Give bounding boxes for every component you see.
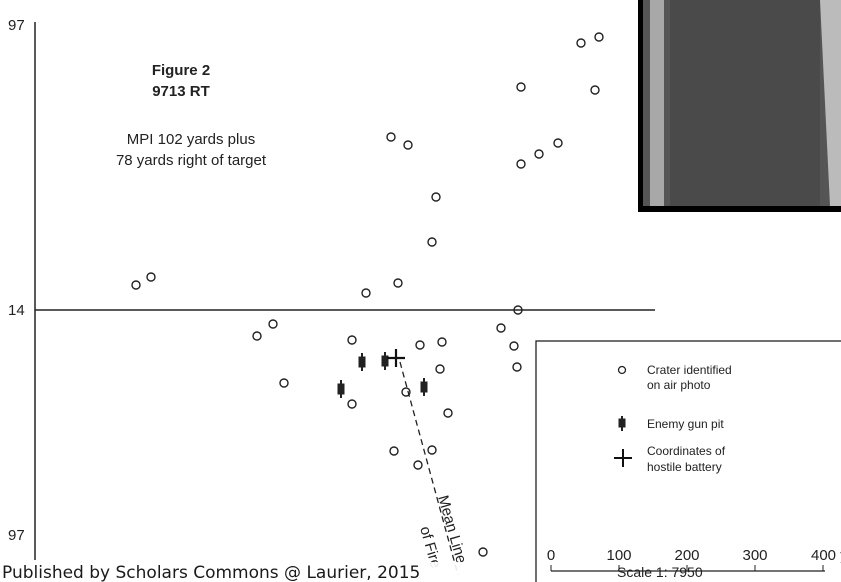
figure-subtitle: 9713 RT — [152, 83, 210, 100]
crater — [496, 323, 506, 333]
craters — [131, 32, 604, 557]
legend-text: hostile battery — [647, 460, 722, 474]
mean-line — [399, 361, 459, 576]
crater — [427, 445, 437, 455]
crater — [443, 408, 453, 418]
crater — [393, 278, 403, 288]
crater — [431, 192, 441, 202]
crater — [509, 341, 519, 351]
crater — [516, 82, 526, 92]
crater — [553, 138, 563, 148]
crater — [403, 140, 413, 150]
crater — [512, 362, 522, 372]
crater — [437, 337, 447, 347]
gun-pit — [358, 356, 366, 368]
crater — [347, 335, 357, 345]
crater — [590, 85, 600, 95]
gun-pit — [381, 355, 389, 367]
crater — [268, 319, 278, 329]
gun-pit — [337, 383, 345, 395]
crater — [576, 38, 586, 48]
crater — [389, 446, 399, 456]
crater — [347, 399, 357, 409]
crater — [146, 272, 156, 282]
legend-text: Coordinates of — [647, 444, 726, 458]
crater — [361, 288, 371, 298]
crater — [513, 305, 523, 315]
axis-label: 97 — [8, 17, 25, 34]
crater — [415, 340, 425, 350]
scale-tick-label: 200 — [674, 547, 699, 564]
crater — [516, 159, 526, 169]
axis-label: 97 — [8, 527, 25, 544]
scale-tick-label: 0 — [547, 547, 555, 564]
crater — [252, 331, 262, 341]
scale-label: Scale 1: 7950 — [617, 564, 703, 580]
legend: Crater identified on air photo Enemy gun… — [535, 340, 841, 582]
legend-text: Crater identified — [647, 363, 732, 377]
footer: Published by Scholars Commons @ Laurier,… — [2, 563, 420, 582]
figure-title: Figure 2 — [152, 62, 210, 79]
mpi-text: MPI 102 yards plus — [127, 131, 255, 148]
axis-label: 14 — [8, 302, 25, 319]
crater — [478, 547, 488, 557]
crater — [386, 132, 396, 142]
scale-tick-label: 400 yds — [811, 547, 841, 564]
air-photo — [638, 0, 841, 212]
crater — [427, 237, 437, 247]
gun-pit — [420, 381, 428, 393]
gun-pits — [337, 352, 428, 398]
legend-text: on air photo — [647, 378, 711, 392]
axes — [34, 22, 655, 560]
battery-cross — [387, 349, 405, 367]
crater — [279, 378, 289, 388]
mpi-text: 78 yards right of target — [116, 152, 267, 169]
legend-text: Enemy gun pit — [647, 417, 724, 431]
crater — [131, 280, 141, 290]
crater — [413, 460, 423, 470]
crater — [534, 149, 544, 159]
crater — [435, 364, 445, 374]
crater — [401, 387, 411, 397]
scale-tick-label: 100 — [606, 547, 631, 564]
scale-tick-label: 300 — [742, 547, 767, 564]
crater — [594, 32, 604, 42]
